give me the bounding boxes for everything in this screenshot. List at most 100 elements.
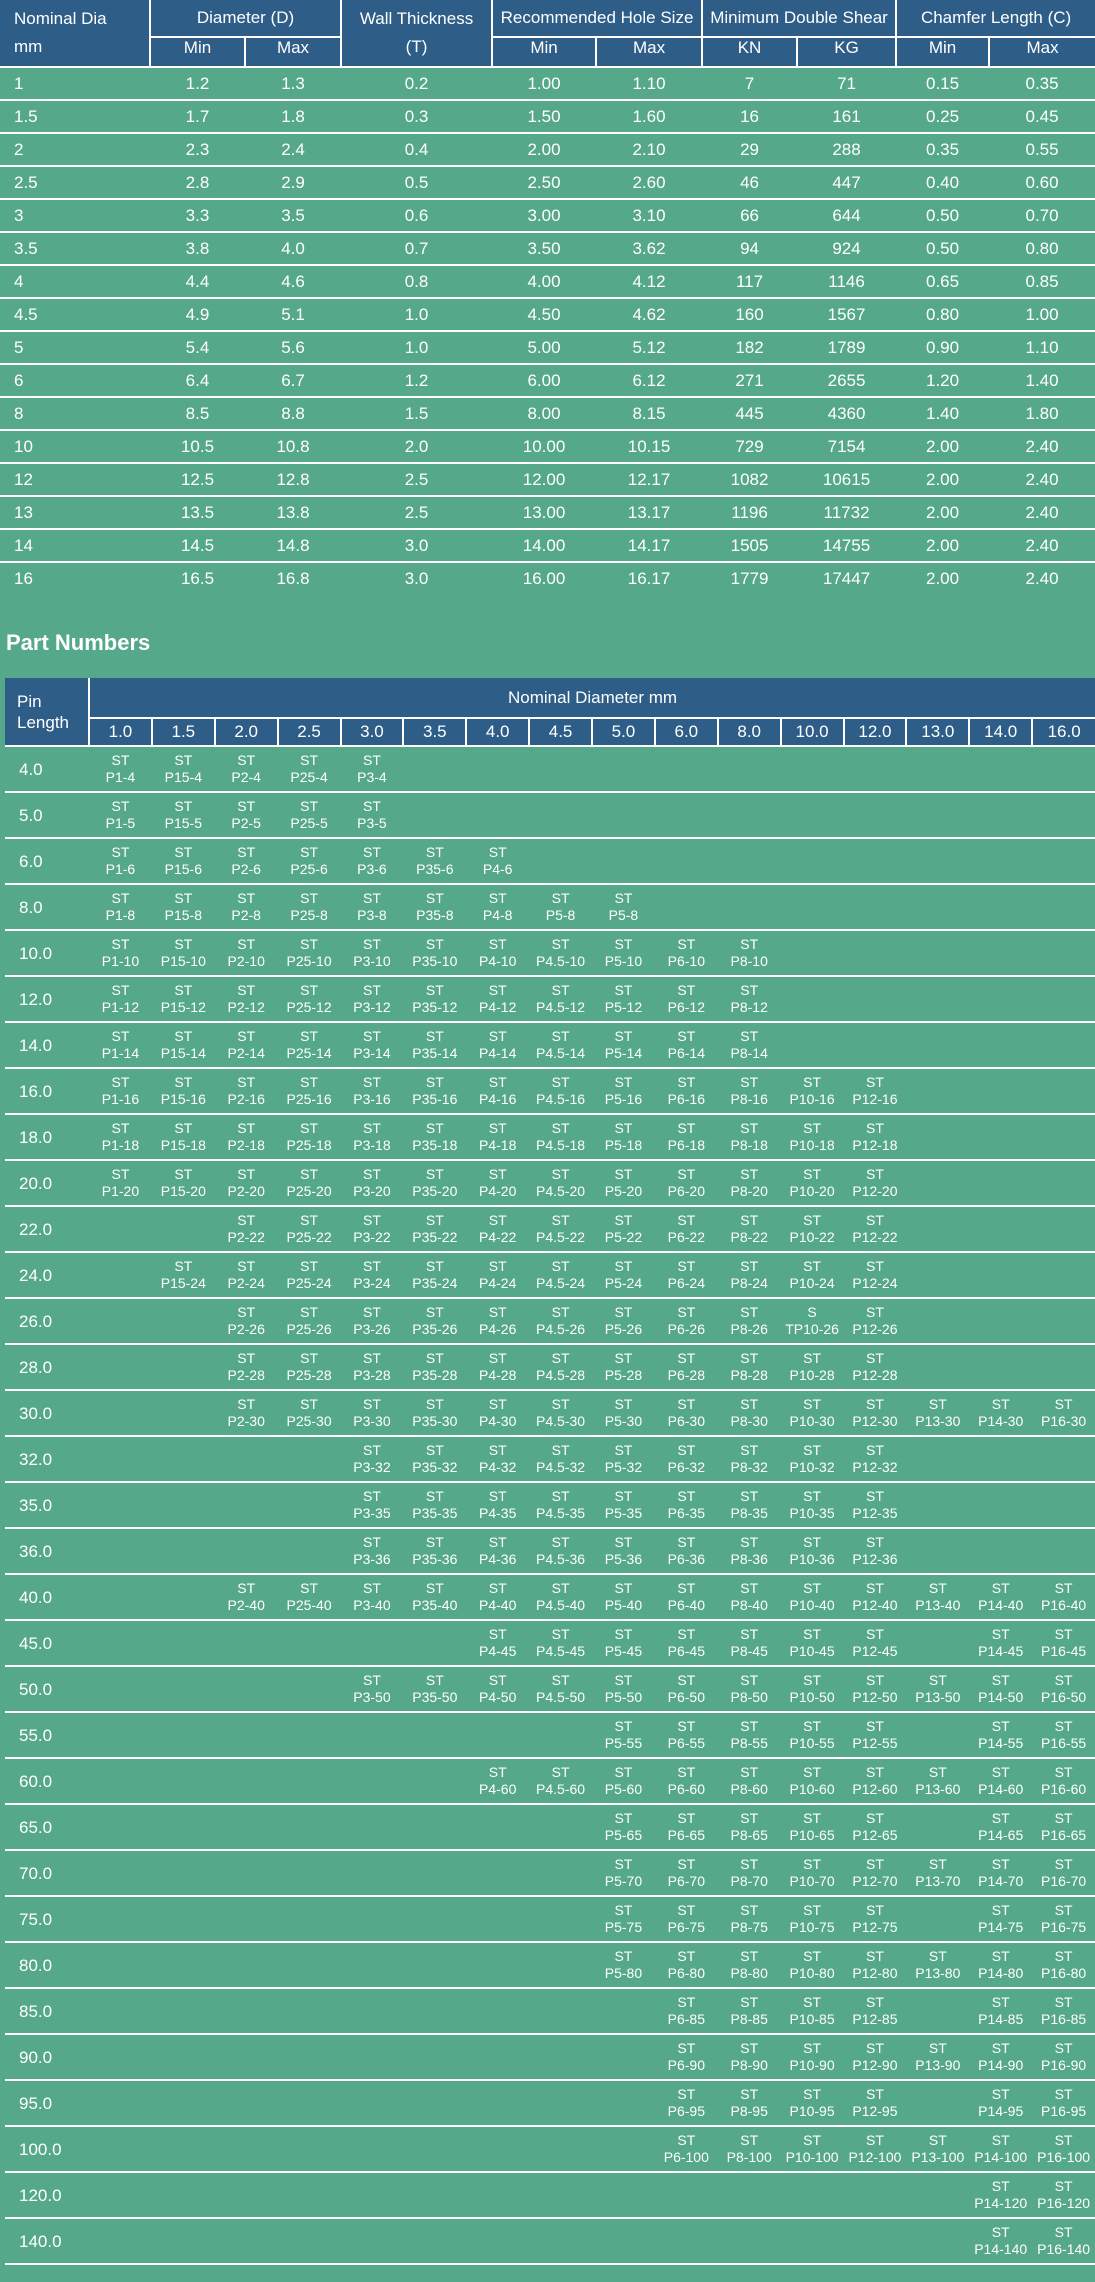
part-row: 70.0 ST P5-70 ST P6-70 ST P8-70 ST P10-70 ST P12-7… <box>5 1849 1095 1896</box>
empty-cell <box>151 1941 215 1988</box>
empty-cell <box>529 791 592 838</box>
empty-cell <box>340 2079 404 2126</box>
part-prefix: ST <box>614 1626 633 1642</box>
empty-cell <box>89 1895 152 1942</box>
part-number-cell: ST P5-65 <box>592 1803 655 1850</box>
part-prefix: ST <box>991 2086 1010 2102</box>
part-prefix: ST <box>174 752 193 768</box>
part-prefix: ST <box>740 1350 759 1366</box>
part-row: 65.0 ST P5-65 ST P6-65 ST P8-65 ST P10-65 ST P12-6… <box>5 1803 1095 1850</box>
part-number-cell: ST P8-95 <box>717 2079 781 2126</box>
part-code: P12-95 <box>852 2103 898 2119</box>
part-prefix: ST <box>488 936 507 952</box>
part-prefix: ST <box>677 1902 696 1918</box>
part-number-cell: ST P3-8 <box>340 883 404 930</box>
part-code: P12-20 <box>852 1183 898 1199</box>
part-prefix: ST <box>362 1534 381 1550</box>
part-number-cell: ST P5-16 <box>592 1067 655 1114</box>
part-code: P10-65 <box>789 1827 835 1843</box>
part-prefix: ST <box>803 2040 821 2056</box>
part-prefix: ST <box>865 1166 884 1182</box>
part-number-cell: ST P12-40 <box>843 1573 907 1620</box>
pin-length-cell: 55.0 <box>5 1711 89 1758</box>
part-number-cell: ST P4-35 <box>466 1481 530 1528</box>
part-number-cell: ST P12-60 <box>843 1757 907 1804</box>
part-code: P14-95 <box>978 2103 1024 2119</box>
part-number-cell: ST P8-10 <box>717 929 781 976</box>
part-number-cell: ST P12-75 <box>843 1895 907 1942</box>
part-code: P25-20 <box>286 1183 332 1199</box>
part-number-cell: ST P4.5-36 <box>529 1527 592 1574</box>
part-prefix: ST <box>614 1120 633 1136</box>
empty-cell <box>529 745 592 792</box>
empty-cell <box>151 1619 215 1666</box>
dia-min-cell: 1.7 <box>150 99 245 133</box>
part-row: 80.0 ST P5-80 ST P6-80 ST P8-80 ST P10-80 ST P12-8… <box>5 1941 1095 1988</box>
part-code: P25-16 <box>286 1091 332 1107</box>
part-code: P13-60 <box>915 1781 961 1797</box>
empty-cell <box>906 1297 970 1344</box>
part-number-cell: ST P5-32 <box>592 1435 655 1482</box>
part-prefix: ST <box>300 1258 318 1274</box>
part-number-cell: ST P10-55 <box>780 1711 844 1758</box>
part-prefix: ST <box>1054 2224 1073 2240</box>
part-number-cell: ST P6-35 <box>654 1481 718 1528</box>
empty-cell <box>654 745 718 792</box>
part-number-cell: ST P8-14 <box>717 1021 781 1068</box>
part-prefix: ST <box>803 1626 821 1642</box>
empty-cell <box>277 1435 341 1482</box>
part-prefix: ST <box>865 1856 884 1872</box>
part-code: P6-36 <box>667 1551 705 1567</box>
part-prefix: ST <box>425 1534 444 1550</box>
part-number-cell: ST P10-90 <box>780 2033 844 2080</box>
empty-cell <box>969 883 1033 930</box>
empty-cell <box>89 1343 152 1390</box>
empty-cell <box>340 2033 404 2080</box>
part-prefix: ST <box>865 1120 884 1136</box>
nominal-dia-header: Nominal Dia <box>0 0 150 37</box>
part-numbers-body: 4.0 ST P1-4 ST P15-4 ST P2-4 ST P25-4 ST P3-4 5.0 ST… <box>5 745 1095 2265</box>
part-prefix: ST <box>1054 2086 1073 2102</box>
part-code: P16-80 <box>1041 1965 1087 1981</box>
empty-cell <box>906 2171 970 2218</box>
part-prefix: ST <box>803 1488 821 1504</box>
part-prefix: ST <box>237 1350 256 1366</box>
empty-cell <box>466 2171 530 2218</box>
part-prefix: ST <box>174 1258 193 1274</box>
part-row: 90.0 ST P6-90 ST P8-90 ST P10-90 ST P12-90 ST P13-… <box>5 2033 1095 2080</box>
part-prefix: ST <box>237 1580 256 1596</box>
part-code: P10-100 <box>785 2149 839 2165</box>
part-code: P4.5-40 <box>536 1597 586 1613</box>
empty-cell <box>969 1067 1033 1114</box>
hole-max-cell: 3.62 <box>596 231 703 265</box>
part-code: P4-32 <box>479 1459 517 1475</box>
spec-row: 4 4.4 4.6 0.8 4.00 4.12 117 1146 0.65 0.85 <box>0 264 1095 298</box>
nominal-diameter-header: Nominal Diameter mm <box>87 678 1095 719</box>
empty-cell <box>340 1619 404 1666</box>
part-prefix: ST <box>551 1212 570 1228</box>
hole-max-cell: 12.17 <box>596 462 703 496</box>
empty-cell <box>717 2171 781 2218</box>
empty-cell <box>151 1757 215 1804</box>
part-prefix: ST <box>803 1810 821 1826</box>
part-code: P35-6 <box>416 861 454 877</box>
part-prefix: ST <box>865 1442 884 1458</box>
part-prefix: ST <box>803 1212 821 1228</box>
empty-cell <box>403 1895 467 1942</box>
part-number-cell: ST P35-6 <box>403 837 467 884</box>
empty-cell <box>780 791 844 838</box>
part-code: P35-8 <box>416 907 454 923</box>
chamfer-max-cell: 2.40 <box>989 462 1095 496</box>
part-number-cell: ST P12-36 <box>843 1527 907 1574</box>
part-prefix: ST <box>614 1028 633 1044</box>
part-number-cell: ST P13-100 <box>906 2125 970 2172</box>
dia-min-cell: 2.3 <box>150 132 245 166</box>
part-prefix: ST <box>740 1856 759 1872</box>
part-code: P8-10 <box>730 953 768 969</box>
part-code: P4.5-30 <box>536 1413 586 1429</box>
empty-cell <box>529 1849 592 1896</box>
empty-cell <box>843 975 907 1022</box>
part-number-cell: ST P4-6 <box>466 837 530 884</box>
part-code: P4.5-28 <box>536 1367 586 1383</box>
part-code: P8-70 <box>730 1873 768 1889</box>
